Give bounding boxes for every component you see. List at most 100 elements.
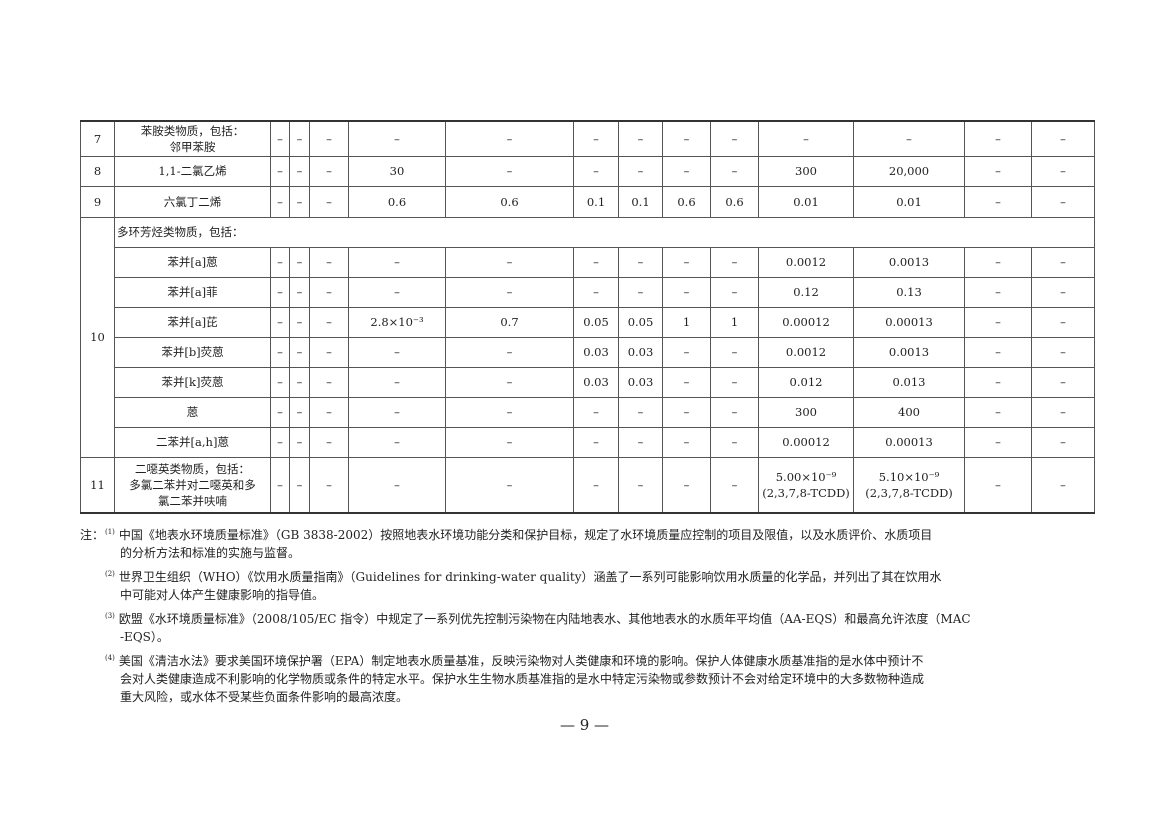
value-cell: – (348, 276, 446, 308)
value-cell: 300 (758, 396, 854, 428)
value-cell: 0.00013 (853, 306, 965, 338)
value-cell: – (270, 120, 290, 157)
value-cell: 0.1 (618, 185, 663, 218)
substance-name: 蒽 (114, 396, 271, 428)
footnote-marker: (4) (105, 654, 115, 662)
value-cell: – (348, 366, 446, 398)
row-number: 10 (80, 216, 115, 458)
value-cell: – (1031, 366, 1095, 398)
value-cell: 0.01 (853, 185, 965, 218)
value-cell: – (964, 185, 1032, 218)
table-row: 苯并[k]荧蒽 – – – – –0.03 0.03– –0.012 0.013– – (81, 366, 1095, 398)
value-cell: – (662, 366, 711, 398)
substance-name: 二苯并[a,h]蒽 (114, 426, 271, 458)
value-cell: – (1031, 456, 1095, 514)
value-cell: 0.6 (348, 185, 446, 218)
value-cell: – (573, 456, 619, 514)
value-cell: – (289, 276, 310, 308)
value-cell: – (1031, 120, 1095, 157)
value-cell: 0.01 (758, 185, 854, 218)
value-cell: – (289, 336, 310, 368)
value-cell: – (309, 396, 349, 428)
value-cell: 0.013 (853, 366, 965, 398)
substance-name: 苯并[a]芘 (114, 306, 271, 338)
notes-label: 注： (80, 528, 105, 542)
value-cell: – (309, 456, 349, 514)
value-cell: – (309, 155, 349, 187)
value-cell: 300 (758, 155, 854, 187)
table-row: 8 1,1-二氯乙烯 – – –30– – – – –300 20,000– – (80, 155, 1095, 187)
value-cell: – (445, 426, 574, 458)
value-cell: – (445, 396, 574, 428)
value-cell: 0.1 (573, 185, 619, 218)
value-cell: – (445, 276, 574, 308)
value-cell: – (289, 185, 310, 218)
value-cell: – (445, 120, 574, 157)
group-header-row: 10 多环芳烃类物质，包括： (80, 216, 1095, 458)
table-row: 苯并[a]芘 – – –2.8×10⁻³ 0.7 0.05 0.05 1 1 0.00012 0.0… (81, 306, 1095, 338)
substance-name: 苯并[a]菲 (114, 276, 271, 308)
value-cell: – (573, 426, 619, 458)
value-cell: – (348, 120, 446, 157)
value-cell: – (964, 336, 1032, 368)
value-cell: 0.0013 (853, 246, 965, 278)
substance-name: 六氯丁二烯 (114, 185, 271, 218)
value-cell: – (289, 456, 310, 514)
value-cell: – (309, 246, 349, 278)
value-cell: 0.6 (710, 185, 759, 218)
footnote-line: 的分析方法和标准的实施与监督。 (120, 546, 301, 560)
footnote-line: (2) 世界卫生组织（WHO）《饮用水质量指南》（Guidelines for d… (105, 570, 942, 584)
value-cell: – (1031, 426, 1095, 458)
value-cell: – (964, 366, 1032, 398)
value-cell: – (964, 246, 1032, 278)
value-cell: – (309, 306, 349, 338)
table-row: 二苯并[a,h]蒽 – – – – – – – – –0.00012 0.00013– – (81, 426, 1095, 458)
value-cell: – (964, 426, 1032, 458)
footnote-line: (3) 欧盟《水环境质量标准》（2008/105/EC 指令）中规定了一系列优先控… (105, 612, 971, 626)
value-cell: 0.012 (758, 366, 854, 398)
value-cell: 0.00013 (853, 426, 965, 458)
value-cell: – (270, 396, 290, 428)
table-row: 11 二噁英类物质，包括： 多氯二苯并对二噁英和多 氯二苯并呋喃 – – – – – – – – –5.… (80, 456, 1095, 514)
value-cell: – (662, 246, 711, 278)
value-cell: – (348, 246, 446, 278)
row-number: 8 (80, 155, 115, 187)
value-cell: – (445, 155, 574, 187)
value-cell: – (289, 120, 310, 157)
value-cell: – (309, 366, 349, 398)
table-row: 7 苯胺类物质，包括： 邻甲苯胺 – – – – – – – – – – – – – (80, 120, 1095, 157)
value-cell: – (309, 336, 349, 368)
footnote-line: -EQS）。 (120, 630, 169, 644)
value-cell: – (270, 426, 290, 458)
value-cell: – (289, 366, 310, 398)
value-cell: – (710, 155, 759, 187)
value-cell: 0.0012 (758, 336, 854, 368)
value-cell: – (289, 246, 310, 278)
value-cell: – (618, 120, 663, 157)
group-header: 多环芳烃类物质，包括： (114, 216, 1095, 248)
footnote-line: 中可能对人体产生健康影响的指导值。 (120, 588, 325, 602)
value-cell: – (618, 155, 663, 187)
value-cell: – (710, 120, 759, 157)
value-cell: 0.03 (618, 336, 663, 368)
value-cell: – (573, 246, 619, 278)
footnote-line: (4) 美国《清洁水法》要求美国环境保护署（EPA）制定地表水质量基准，反映污染物… (105, 654, 924, 668)
value-cell: – (618, 426, 663, 458)
value-cell: – (270, 185, 290, 218)
row-number: 7 (80, 120, 115, 157)
value-cell: – (270, 306, 290, 338)
value-cell: – (964, 155, 1032, 187)
value-cell: – (1031, 336, 1095, 368)
value-cell: – (662, 155, 711, 187)
table-row: 苯并[b]荧蒽 – – – – –0.03 0.03– –0.0012 0.0013– – (81, 336, 1095, 368)
value-cell: – (758, 120, 854, 157)
value-cell: – (710, 336, 759, 368)
value-cell: – (662, 120, 711, 157)
value-cell: – (853, 120, 965, 157)
value-cell: 0.05 (618, 306, 663, 338)
value-cell: – (270, 456, 290, 514)
value-cell: 0.03 (573, 366, 619, 398)
value-cell: – (270, 276, 290, 308)
value-cell: 1 (662, 306, 711, 338)
page-number: — 9 — (559, 716, 610, 734)
